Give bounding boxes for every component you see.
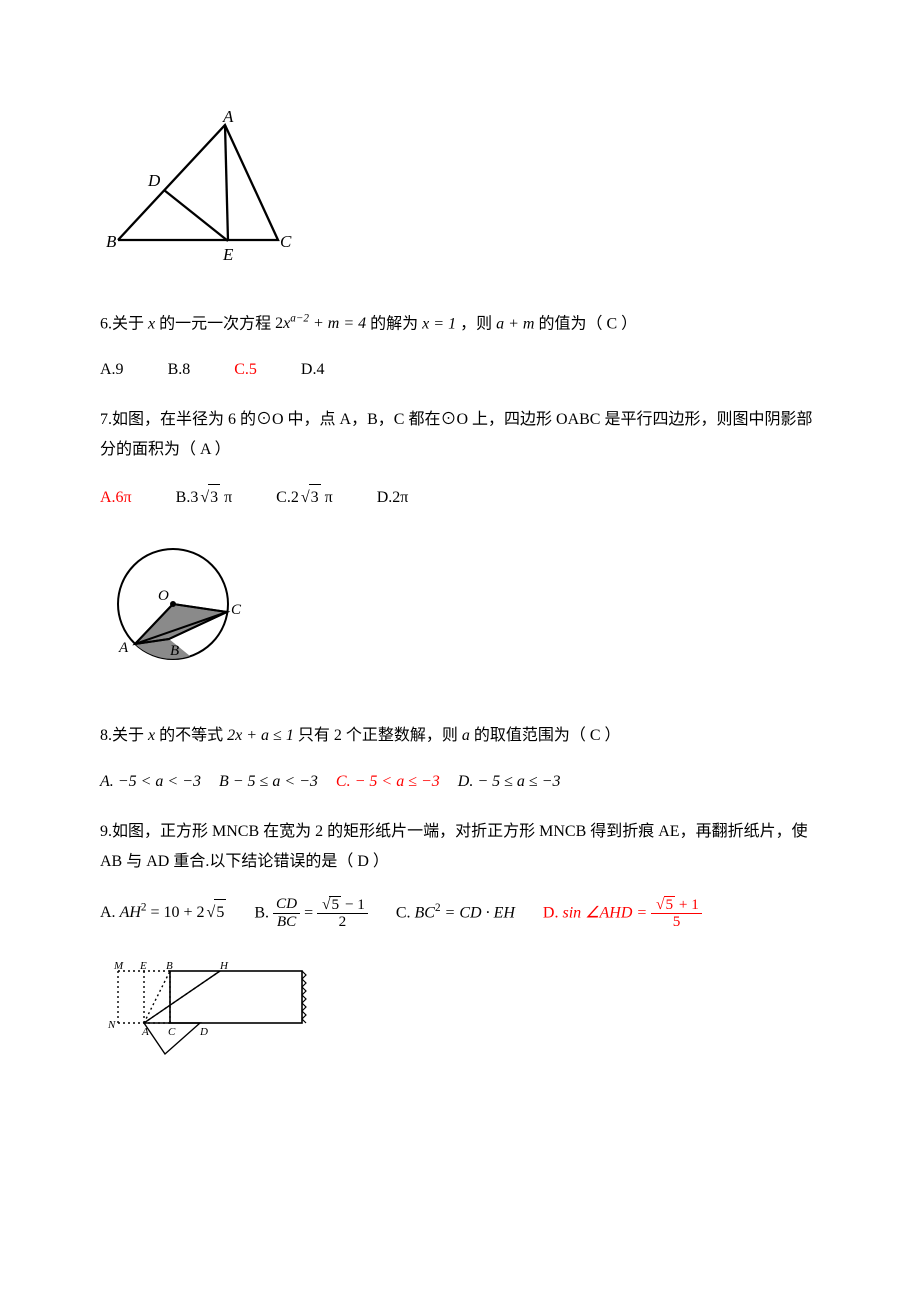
- label-M: M: [113, 960, 124, 972]
- q8-opt-b: B − 5 ≤ a < −3: [219, 769, 318, 795]
- label-B: B: [170, 643, 179, 659]
- q6-eq2: x = 1: [422, 315, 456, 332]
- q7-oabc: OABC: [556, 411, 600, 428]
- label-C: C: [280, 232, 292, 251]
- figure-fold-q9: M E B H N A C D: [100, 956, 820, 1070]
- question-9: 9.如图，正方形 MNCB 在宽为 2 的矩形纸片一端，对折正方形 MNCB 得…: [100, 817, 820, 878]
- q9-options: A. AH2 = 10 + 25 B. CDBC = 5 − 12 C. BC2…: [100, 896, 820, 931]
- q6-opt-a: A.9: [100, 357, 124, 383]
- label-A: A: [118, 640, 129, 656]
- q6-text-end: 的值为（ C ）: [534, 315, 637, 332]
- q6-opt-c: C.5: [234, 357, 257, 383]
- q6-text-mid1: 的一元一次方程: [155, 315, 271, 332]
- question-8: 8.关于 x 的不等式 2x + a ≤ 1 只有 2 个正整数解，则 a 的取…: [100, 721, 820, 751]
- label-B: B: [166, 960, 173, 972]
- figure-triangle-q5: A B C D E: [100, 110, 820, 279]
- q8-opt-d: D. − 5 ≤ a ≤ −3: [458, 769, 561, 795]
- q8-opt-a: A. −5 < a < −3: [100, 769, 201, 795]
- label-E: E: [139, 960, 147, 972]
- q9-text: 9.如图，正方形 MNCB 在宽为 2 的矩形纸片一端，对折正方形 MNCB 得…: [100, 823, 808, 870]
- question-7: 7.如图，在半径为 6 的⊙O 中，点 A，B，C 都在⊙O 上，四边形 OAB…: [100, 405, 820, 466]
- label-D: D: [147, 171, 161, 190]
- q7-opt-c: C.23 π: [276, 484, 333, 511]
- q8-ineq: 2x + a ≤ 1: [227, 727, 294, 744]
- q8-text-pre: 8.关于: [100, 727, 148, 744]
- label-E: E: [222, 245, 234, 264]
- label-A: A: [141, 1026, 149, 1038]
- label-C: C: [168, 1026, 176, 1038]
- label-C: C: [231, 602, 242, 618]
- q6-options: A.9 B.8 C.5 D.4: [100, 357, 820, 383]
- q7-text: 7.如图，在半径为 6 的⊙O 中，点 A，B，C 都在⊙O 上，四边形: [100, 411, 556, 428]
- label-B: B: [106, 232, 117, 251]
- q6-eq1: 2xa−2 + m = 4: [275, 315, 366, 332]
- q6-opt-b: B.8: [168, 357, 191, 383]
- q6-text-pre: 6.关于: [100, 315, 148, 332]
- q7-opt-b: B.33 π: [176, 484, 233, 511]
- q6-am: a + m: [496, 315, 534, 332]
- q7-opt-a: A.6π: [100, 485, 132, 511]
- q8-options: A. −5 < a < −3 B − 5 ≤ a < −3 C. − 5 < a…: [100, 769, 820, 795]
- q9-opt-a: A. AH2 = 10 + 25: [100, 899, 226, 926]
- q7-options: A.6π B.33 π C.23 π D.2π: [100, 484, 820, 511]
- q8-text-mid: 的不等式: [155, 727, 223, 744]
- label-A: A: [222, 110, 234, 126]
- q9-opt-c: C. BC2 = CD · EH: [396, 900, 515, 926]
- q7-opt-d: D.2π: [377, 485, 409, 511]
- q6-text-mid2: 的解为: [370, 315, 418, 332]
- figure-circle-q7: O A B C: [100, 532, 820, 691]
- q6-opt-d: D.4: [301, 357, 325, 383]
- q9-opt-d: D. sin ∠AHD = 5 + 15: [543, 896, 702, 931]
- label-H: H: [219, 960, 229, 972]
- q6-text-mid3: ，则: [460, 315, 496, 332]
- label-O: O: [158, 588, 169, 604]
- q8-text-end: 只有 2 个正整数解，则 a 的取值范围为（ C ）: [298, 727, 621, 744]
- question-6: 6.关于 x 的一元一次方程 2xa−2 + m = 4 的解为 x = 1 ，…: [100, 309, 820, 340]
- label-N: N: [107, 1019, 116, 1031]
- label-D: D: [199, 1026, 208, 1038]
- q9-opt-b: B. CDBC = 5 − 12: [254, 896, 368, 931]
- q8-opt-c: C. − 5 < a ≤ −3: [336, 769, 440, 795]
